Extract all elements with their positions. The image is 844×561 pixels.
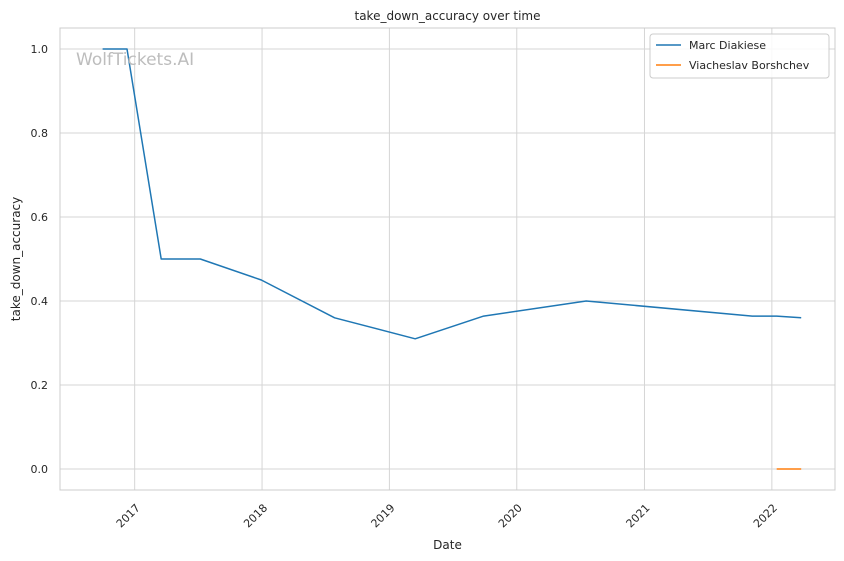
series-layer (102, 48, 802, 470)
y-tick-label: 1.0 (31, 43, 49, 56)
legend: Marc Diakiese Viacheslav Borshchev (649, 33, 830, 79)
x-tick-label: 2022 (751, 501, 780, 530)
y-tick-label: 0.2 (31, 379, 49, 392)
grid (60, 28, 835, 490)
series-line (102, 48, 802, 340)
plot-area (59, 27, 836, 491)
watermark: WolfTickets.AI (76, 50, 194, 70)
x-tick-label: 2019 (369, 501, 398, 530)
x-tick-label: 2018 (241, 501, 270, 530)
x-tick-label: 2021 (624, 501, 653, 530)
x-tick-label: 2020 (496, 501, 525, 530)
x-tick-label: 2017 (114, 501, 143, 530)
y-axis-label: take_down_accuracy (9, 197, 23, 321)
tick-labels: 0.0 0.2 0.4 0.6 0.8 1.0 2017 2018 2019 2020 2021 20… (31, 43, 780, 530)
x-axis-label: Date (433, 538, 462, 552)
y-tick-label: 0.8 (31, 127, 49, 140)
y-tick-label: 0.6 (31, 211, 49, 224)
legend-box (649, 33, 830, 79)
y-tick-label: 0.4 (31, 295, 49, 308)
y-tick-label: 0.0 (31, 463, 49, 476)
legend-label: Viacheslav Borshchev (689, 59, 810, 72)
chart-title: take_down_accuracy over time (355, 9, 541, 23)
legend-label: Marc Diakiese (689, 39, 766, 52)
